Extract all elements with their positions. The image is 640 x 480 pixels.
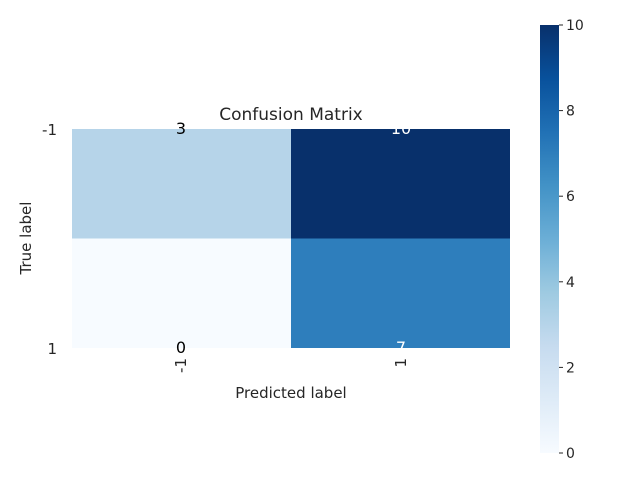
colorbar-tick-label: 0: [566, 446, 575, 462]
y-axis-label: True label: [17, 202, 35, 276]
x-axis-label: Predicted label: [235, 384, 346, 402]
heatmap-cell-r1-c1: [291, 238, 510, 348]
y-tick-label: -1: [42, 121, 57, 139]
heatmap-cell-r0-c1: [291, 129, 510, 239]
heatmap-cell-r1-c0: [72, 238, 291, 348]
colorbar: [540, 25, 559, 453]
cell-value-labels: 3 10 0 7: [176, 119, 411, 357]
colorbar-tick-label: 2: [566, 360, 575, 376]
cell-value-label: 0: [176, 338, 186, 357]
x-tick-label: -1: [172, 358, 190, 373]
heatmap-cell-r0-c0: [72, 129, 291, 239]
y-tick-labels: -1 1: [42, 121, 57, 358]
heatmap-cells: [72, 129, 510, 348]
chart-title: Confusion Matrix: [219, 105, 363, 125]
colorbar-tick-label: 10: [566, 18, 584, 34]
cell-value-label: 3: [176, 119, 186, 138]
cell-value-label: 10: [391, 119, 411, 138]
colorbar-tick-label: 4: [566, 275, 575, 291]
x-tick-labels: -1 1: [172, 358, 410, 373]
x-tick-label: 1: [392, 358, 410, 368]
cell-value-label: 7: [396, 338, 406, 357]
y-tick-label: 1: [47, 340, 57, 358]
colorbar-tick-label: 8: [566, 104, 575, 120]
colorbar-tick-label: 6: [566, 189, 575, 205]
colorbar-ticks: 0 2 4 6 8 10: [559, 18, 584, 462]
